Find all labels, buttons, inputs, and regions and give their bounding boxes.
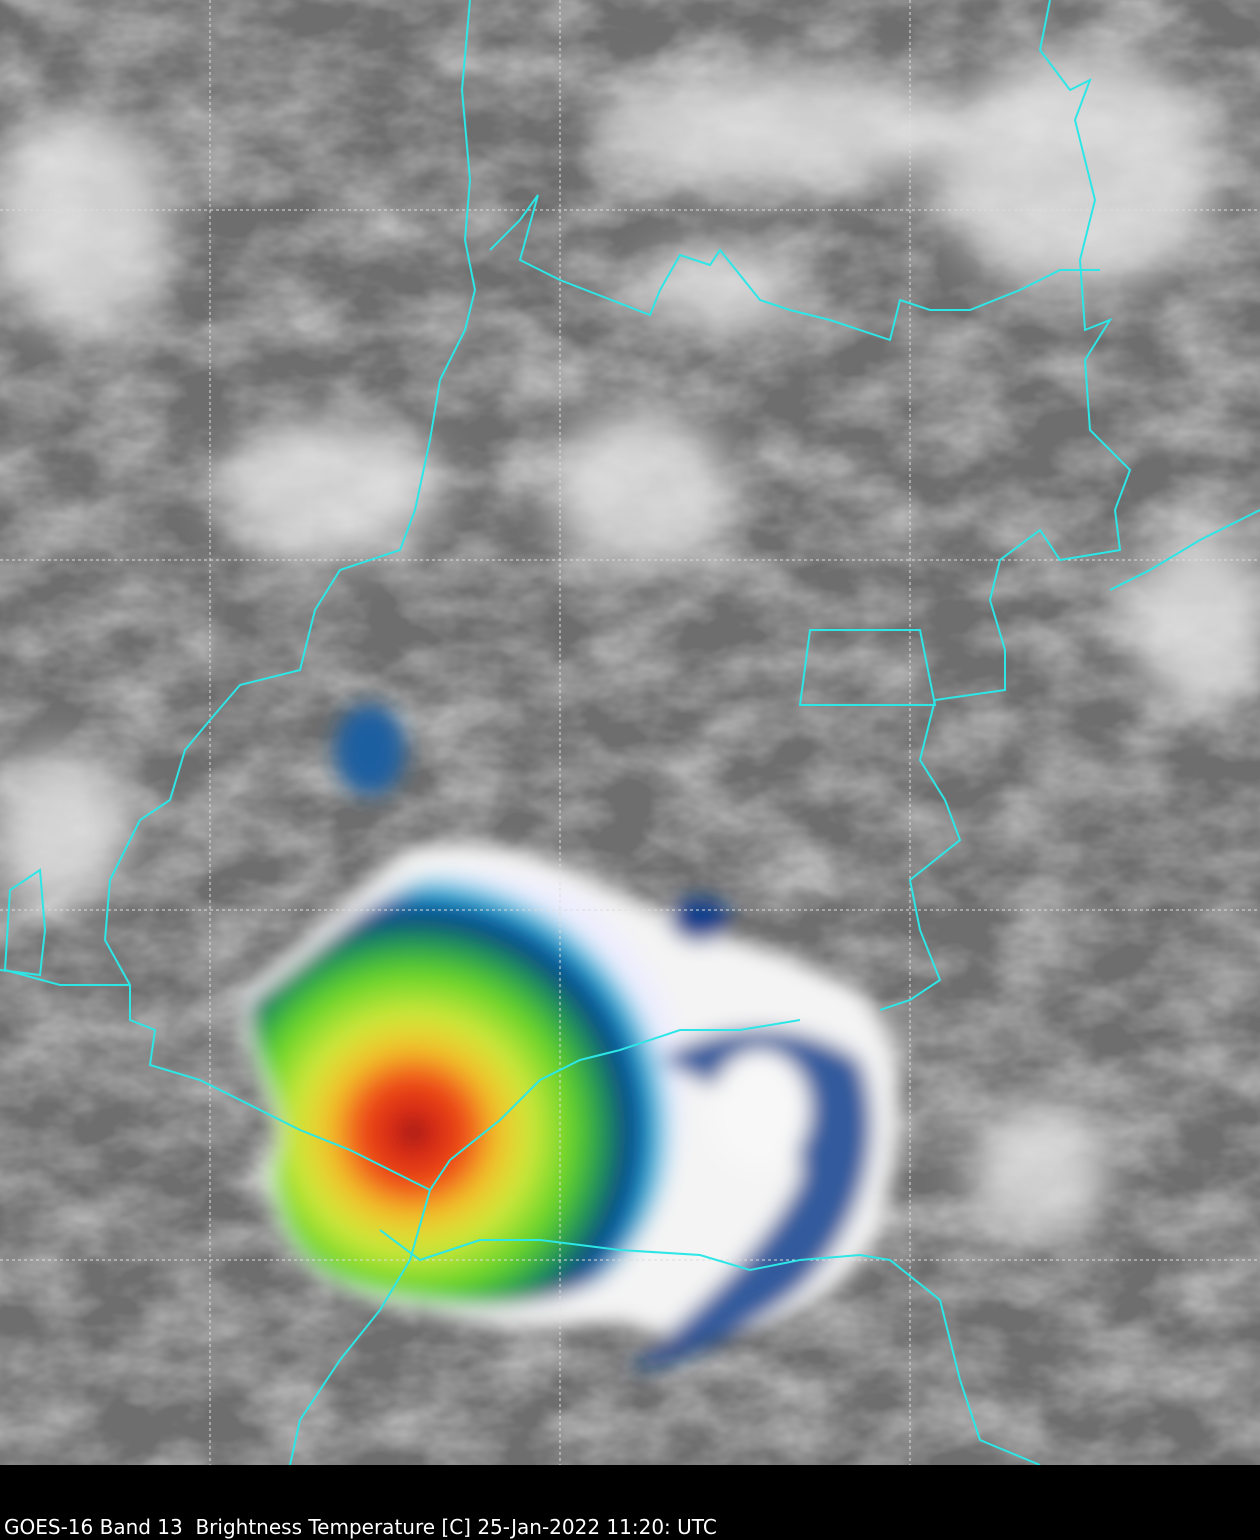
storm-complex (239, 705, 901, 1370)
caption-bar: GOES-16 Band 13 Brightness Temperature [… (0, 1465, 1260, 1540)
caption: GOES-16 Band 13 Brightness Temperature [… (4, 1515, 717, 1539)
graticule (0, 0, 1260, 1465)
cloud-fields (0, 50, 1260, 1240)
satellite-image (0, 0, 1260, 1465)
borders (0, 0, 1260, 1465)
